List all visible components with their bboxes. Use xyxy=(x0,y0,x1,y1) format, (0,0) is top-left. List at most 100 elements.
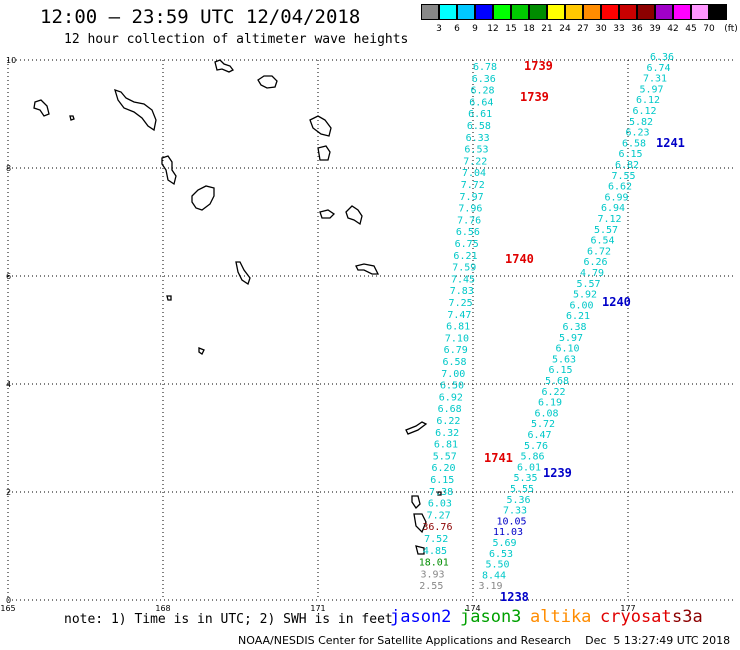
island-outline xyxy=(198,347,205,355)
jason3-swh-value: 6.22 xyxy=(436,416,460,427)
jason3-swh-value: 7.04 xyxy=(462,168,486,179)
satellite-legend-item: s3a xyxy=(672,607,703,627)
jason3-swh-value: 6.36 xyxy=(472,74,496,85)
jason2-swh-value: 6.23 xyxy=(625,128,649,139)
jason2-swh-value: 6.08 xyxy=(534,408,558,419)
jason2-swh-value: 3.19 xyxy=(478,581,502,592)
jason3-swh-value: 7.00 xyxy=(441,369,465,380)
island-outline xyxy=(319,209,336,219)
island-outline xyxy=(317,145,331,161)
x-tick-label: 165 xyxy=(0,604,15,613)
scale-swatch xyxy=(583,4,601,20)
x-tick-label: 177 xyxy=(620,604,635,613)
jason2-swh-value: 6.58 xyxy=(622,138,646,149)
jason3-swh-value: 7.10 xyxy=(445,333,469,344)
scale-label: 21 xyxy=(541,24,553,34)
jason2-swh-value: 6.62 xyxy=(608,182,632,193)
jason2-swh-value: 6.47 xyxy=(527,430,551,441)
scale-swatch xyxy=(493,4,511,20)
jason2-swh-value: 6.12 xyxy=(632,106,656,117)
y-tick-label: 6 xyxy=(6,272,11,281)
scale-swatch xyxy=(439,4,457,20)
jason2-swh-value: 6.15 xyxy=(618,149,642,160)
jason2-swh-value: 7.55 xyxy=(611,171,635,182)
jason2-swh-value: 5.97 xyxy=(639,84,663,95)
jason2-time-label: 1240 xyxy=(602,295,631,309)
scale-swatch xyxy=(565,4,583,20)
island-outline xyxy=(166,295,172,301)
island-outline xyxy=(405,421,428,435)
jason2-swh-value: 6.94 xyxy=(601,203,625,214)
scale-label: 27 xyxy=(577,24,589,34)
y-tick-label: 4 xyxy=(6,380,11,389)
jason2-swh-value: 6.21 xyxy=(566,311,590,322)
jason3-swh-value: 6.92 xyxy=(439,392,463,403)
jason3-swh-value: 6.20 xyxy=(431,463,455,474)
jason2-swh-value: 6.99 xyxy=(604,192,628,203)
scale-swatch xyxy=(457,4,475,20)
footer-note: note: 1) Time is in UTC; 2) SWH is in fe… xyxy=(64,612,393,627)
jason2-swh-value: 5.35 xyxy=(513,473,537,484)
jason3-swh-value: 7.47 xyxy=(447,310,471,321)
jason2-swh-value: 4.79 xyxy=(580,268,604,279)
island-outlines xyxy=(33,59,442,555)
jason3-swh-value: 6.81 xyxy=(446,322,470,333)
jason2-swh-value: 5.76 xyxy=(524,441,548,452)
jason2-swh-value: 5.72 xyxy=(531,419,555,430)
scale-unit: (ft) xyxy=(724,24,738,34)
satellite-tracks: 6.786.366.286.646.616.586.336.537.227.04… xyxy=(419,52,685,604)
island-outline xyxy=(214,59,234,73)
jason3-swh-value: 6.68 xyxy=(438,404,462,415)
jason2-swh-value: 5.97 xyxy=(559,333,583,344)
jason3-swh-value: 7.27 xyxy=(427,510,451,521)
satellite-legend-item: jason2 xyxy=(390,607,452,627)
jason2-swh-value: 6.72 xyxy=(587,246,611,257)
scale-label: 70 xyxy=(703,24,715,34)
island-outline xyxy=(309,115,332,137)
jason3-swh-value: 6.64 xyxy=(469,97,493,108)
jason3-swh-value: 6.78 xyxy=(473,62,497,73)
island-outline xyxy=(257,75,278,89)
jason2-swh-value: 6.01 xyxy=(517,462,541,473)
jason2-swh-value: 5.57 xyxy=(594,225,618,236)
jason3-swh-value: 7.22 xyxy=(463,156,487,167)
jason3-swh-value: 36.76 xyxy=(422,522,452,533)
scale-label: 3 xyxy=(436,24,442,34)
jason3-swh-value: 7.45 xyxy=(451,274,475,285)
island-outline xyxy=(437,491,442,496)
x-tick-label: 171 xyxy=(310,604,325,613)
jason2-swh-value: 7.12 xyxy=(597,214,621,225)
y-tick-label: 10 xyxy=(6,56,16,65)
island-outline xyxy=(355,263,380,275)
scale-label: 12 xyxy=(487,24,499,34)
satellite-legend-item: cryosat xyxy=(600,607,672,627)
jason2-swh-value: 5.82 xyxy=(629,117,653,128)
scale-label: 33 xyxy=(613,24,625,34)
island-outline xyxy=(33,99,50,117)
jason3-swh-value: 7.83 xyxy=(450,286,474,297)
scale-swatch xyxy=(511,4,529,20)
jason2-swh-value: 5.92 xyxy=(573,290,597,301)
jason3-swh-value: 6.03 xyxy=(428,499,452,510)
island-outline xyxy=(191,185,215,211)
jason2-time-label: 1239 xyxy=(543,466,572,480)
jason3-time-label: 1741 xyxy=(484,451,513,465)
jason3-swh-value: 6.75 xyxy=(455,239,479,250)
jason3-swh-value: 6.79 xyxy=(444,345,468,356)
jason3-swh-value: 6.53 xyxy=(464,145,488,156)
jason3-swh-value: 6.81 xyxy=(434,440,458,451)
jason2-swh-value: 5.57 xyxy=(576,279,600,290)
island-outline xyxy=(161,155,177,186)
jason3-swh-value: 7.72 xyxy=(461,180,485,191)
island-outline xyxy=(413,513,427,534)
jason3-time-label: 1739 xyxy=(524,59,553,73)
scale-swatch xyxy=(655,4,673,20)
page-title: 12:00 – 23:59 UTC 12/04/2018 xyxy=(40,6,361,28)
jason2-swh-value: 6.36 xyxy=(650,52,674,63)
jason2-swh-value: 7.31 xyxy=(643,74,667,85)
jason2-swh-value: 6.26 xyxy=(583,257,607,268)
scale-swatch xyxy=(691,4,709,20)
satellite-legend-item: altika xyxy=(530,607,592,627)
scale-label: 24 xyxy=(559,24,571,34)
